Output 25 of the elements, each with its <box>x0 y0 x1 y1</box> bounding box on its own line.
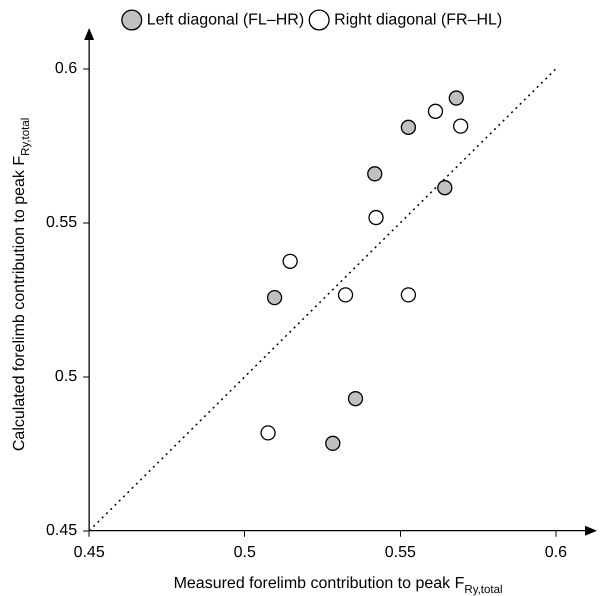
point <box>348 391 364 406</box>
legend-label: Right diagonal (FR–HL) <box>334 11 502 28</box>
point <box>260 425 276 441</box>
y-tick-label: 0.5 <box>54 368 78 386</box>
point <box>400 120 416 135</box>
y-tick-label: 0.55 <box>46 214 78 232</box>
point <box>282 254 298 269</box>
y-tick-label: 0.45 <box>46 522 78 540</box>
legend-label: Left diagonal (FL–HR) <box>146 11 304 28</box>
x-tick-label: 0.45 <box>74 544 105 561</box>
point <box>367 166 382 182</box>
point <box>437 180 452 196</box>
point <box>400 287 416 303</box>
point <box>428 104 444 119</box>
y-axis-title: Calculated forelimb contribution to peak FRy,total <box>11 118 32 452</box>
point <box>338 287 354 303</box>
point <box>448 90 464 106</box>
point <box>368 210 384 226</box>
point <box>453 118 468 134</box>
x-tick-label: 0.6 <box>544 544 568 561</box>
y-tick-label: 0.6 <box>54 60 78 78</box>
point <box>325 436 340 451</box>
x-tick-label: 0.5 <box>234 544 256 561</box>
point <box>266 290 282 306</box>
x-tick-label: 0.55 <box>384 544 416 561</box>
